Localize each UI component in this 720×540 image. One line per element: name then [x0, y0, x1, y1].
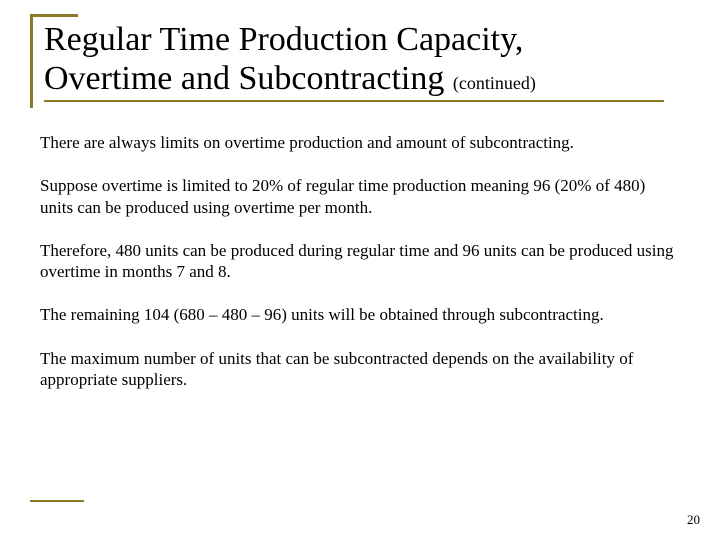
paragraph-1: There are always limits on overtime prod…	[40, 132, 680, 153]
title-line-2-continued: (continued)	[453, 73, 536, 93]
title-underline	[44, 100, 664, 102]
title-rule-left	[30, 14, 33, 108]
paragraph-4: The remaining 104 (680 – 480 – 96) units…	[40, 304, 680, 325]
body-text: There are always limits on overtime prod…	[40, 132, 680, 412]
title-rule-top	[30, 14, 78, 17]
title-line-1: Regular Time Production Capacity,	[44, 20, 690, 59]
paragraph-2: Suppose overtime is limited to 20% of re…	[40, 175, 680, 218]
page-number: 20	[687, 512, 700, 528]
slide-title: Regular Time Production Capacity, Overti…	[30, 14, 690, 98]
paragraph-3: Therefore, 480 units can be produced dur…	[40, 240, 680, 283]
bottom-rule	[30, 500, 84, 502]
title-block: Regular Time Production Capacity, Overti…	[30, 14, 690, 102]
slide: Regular Time Production Capacity, Overti…	[0, 0, 720, 540]
title-line-2-main: Overtime and Subcontracting	[44, 60, 453, 97]
paragraph-5: The maximum number of units that can be …	[40, 348, 680, 391]
